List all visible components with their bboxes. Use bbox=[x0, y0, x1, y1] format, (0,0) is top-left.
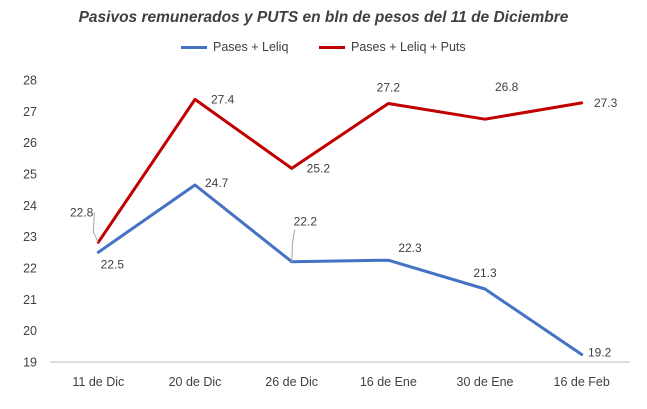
y-tick-label: 19 bbox=[23, 356, 37, 370]
data-label: 22.2 bbox=[294, 215, 318, 229]
series-line-1 bbox=[96, 97, 584, 244]
x-tick-label: 20 de Dic bbox=[169, 375, 222, 389]
chart-legend: Pases + Leliq Pases + Leliq + Puts bbox=[0, 40, 647, 60]
y-tick-label: 24 bbox=[23, 199, 37, 213]
y-axis-ticks: 19 20 21 22 23 24 25 26 27 28 bbox=[23, 74, 37, 370]
chart-title: Pasivos remunerados y PUTS en bln de pes… bbox=[78, 9, 569, 26]
series-lines bbox=[96, 97, 584, 356]
legend-item-pases-leliq-puts: Pases + Leliq + Puts bbox=[319, 40, 466, 54]
legend-item-pases-leliq: Pases + Leliq bbox=[181, 40, 288, 54]
data-labels: 22.5 24.7 22.2 22.3 21.3 19.2 22.8 27.4 25.2 27.2… bbox=[70, 80, 618, 359]
data-label: 21.3 bbox=[473, 266, 497, 280]
x-tick-label: 16 de Ene bbox=[360, 375, 417, 389]
y-tick-label: 20 bbox=[23, 324, 37, 338]
x-tick-label: 16 de Feb bbox=[554, 375, 610, 389]
x-axis-ticks: 11 de Dic 20 de Dic 26 de Dic 16 de Ene 30 d… bbox=[72, 375, 609, 389]
series-line-0 bbox=[96, 183, 584, 356]
data-label-leader bbox=[291, 229, 296, 262]
data-label: 22.8 bbox=[70, 205, 94, 219]
legend-label-pases-leliq-puts: Pases + Leliq + Puts bbox=[351, 40, 466, 54]
y-tick-label: 28 bbox=[23, 74, 37, 88]
y-tick-label: 27 bbox=[23, 105, 37, 119]
data-label: 24.7 bbox=[205, 176, 229, 190]
data-label: 19.2 bbox=[588, 345, 612, 359]
legend-swatch-pases-leliq bbox=[181, 45, 207, 49]
y-tick-label: 23 bbox=[23, 230, 37, 244]
data-label: 22.3 bbox=[398, 241, 422, 255]
data-label: 26.8 bbox=[495, 80, 519, 94]
data-label: 27.4 bbox=[211, 92, 235, 106]
y-tick-label: 26 bbox=[23, 136, 37, 150]
legend-label-pases-leliq: Pases + Leliq bbox=[213, 40, 289, 54]
data-label: 27.2 bbox=[377, 81, 401, 95]
x-tick-label: 11 de Dic bbox=[72, 375, 124, 389]
data-label-leader bbox=[92, 212, 99, 243]
data-label: 27.3 bbox=[594, 96, 618, 110]
y-tick-label: 21 bbox=[23, 293, 37, 307]
y-tick-label: 25 bbox=[23, 168, 37, 182]
x-tick-label: 30 de Ene bbox=[457, 375, 514, 389]
x-tick-label: 26 de Dic bbox=[265, 375, 318, 389]
legend-swatch-pases-leliq-puts bbox=[319, 45, 345, 49]
data-label: 25.2 bbox=[307, 161, 331, 175]
data-label: 22.5 bbox=[101, 257, 125, 271]
y-tick-label: 22 bbox=[23, 262, 37, 276]
